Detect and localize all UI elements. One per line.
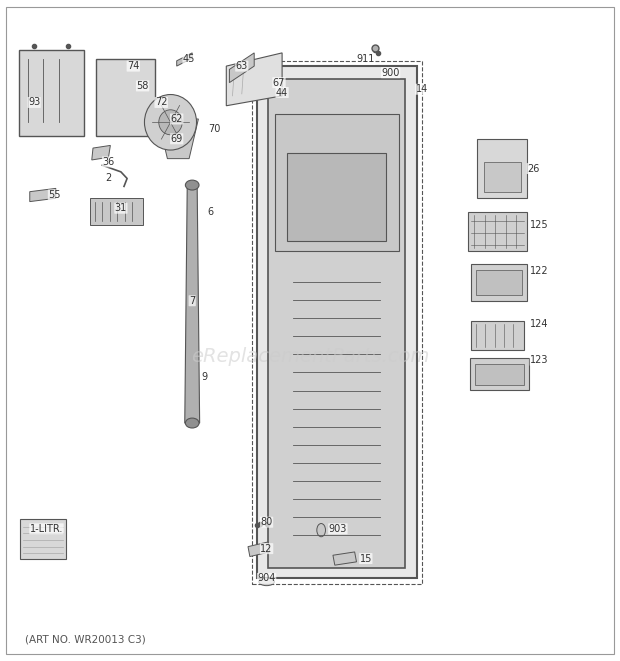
Polygon shape	[158, 119, 198, 159]
Circle shape	[144, 95, 197, 150]
Text: 6: 6	[208, 206, 214, 217]
Text: 70: 70	[208, 124, 220, 134]
Text: 900: 900	[381, 67, 400, 78]
Text: eReplacementParts.com: eReplacementParts.com	[191, 348, 429, 366]
Text: 44: 44	[276, 87, 288, 98]
Ellipse shape	[259, 578, 275, 586]
Polygon shape	[248, 542, 270, 557]
Ellipse shape	[185, 180, 199, 190]
Bar	[268, 79, 405, 568]
Text: 14: 14	[415, 84, 428, 95]
Ellipse shape	[317, 524, 326, 537]
Text: 123: 123	[530, 355, 549, 366]
Polygon shape	[226, 53, 282, 106]
Text: 1-LITR.: 1-LITR.	[30, 524, 63, 534]
Bar	[20, 519, 66, 559]
Text: 31: 31	[115, 203, 127, 214]
Text: 26: 26	[527, 163, 539, 174]
Text: 93: 93	[28, 97, 40, 108]
Bar	[252, 61, 422, 584]
Text: 62: 62	[170, 114, 183, 124]
Polygon shape	[177, 53, 192, 66]
Text: 36: 36	[102, 157, 115, 167]
Bar	[287, 153, 386, 241]
Bar	[19, 50, 84, 136]
Text: 9: 9	[202, 371, 208, 382]
Text: 67: 67	[273, 77, 285, 88]
Text: 80: 80	[260, 517, 273, 527]
Text: 74: 74	[127, 61, 140, 71]
Bar	[275, 114, 399, 251]
Text: 69: 69	[170, 134, 183, 144]
Text: (ART NO. WR20013 C3): (ART NO. WR20013 C3)	[25, 635, 146, 644]
Text: 122: 122	[530, 266, 549, 276]
Polygon shape	[229, 53, 254, 83]
Bar	[468, 212, 527, 251]
Bar	[96, 59, 155, 136]
Bar	[475, 364, 524, 385]
Text: 58: 58	[136, 81, 149, 91]
Text: 72: 72	[155, 97, 167, 108]
Bar	[471, 264, 527, 301]
Text: 2: 2	[105, 173, 112, 184]
Text: 45: 45	[183, 54, 195, 65]
Text: 903: 903	[329, 524, 347, 534]
Polygon shape	[333, 552, 356, 565]
Bar	[484, 162, 521, 192]
Text: 15: 15	[360, 553, 372, 564]
Polygon shape	[185, 185, 200, 423]
Text: 63: 63	[236, 61, 248, 71]
Bar	[477, 139, 527, 198]
Text: 124: 124	[530, 319, 549, 329]
Text: 911: 911	[356, 54, 375, 65]
Bar	[476, 270, 522, 295]
Circle shape	[159, 110, 182, 135]
Bar	[90, 198, 143, 225]
Polygon shape	[30, 188, 56, 202]
Text: 55: 55	[48, 190, 61, 200]
Text: 12: 12	[260, 543, 273, 554]
Text: 904: 904	[257, 573, 276, 584]
Text: 7: 7	[189, 295, 195, 306]
Bar	[471, 321, 524, 350]
Text: 125: 125	[530, 219, 549, 230]
Bar	[470, 358, 529, 390]
Ellipse shape	[185, 418, 199, 428]
Bar	[257, 66, 417, 578]
Polygon shape	[92, 145, 110, 160]
